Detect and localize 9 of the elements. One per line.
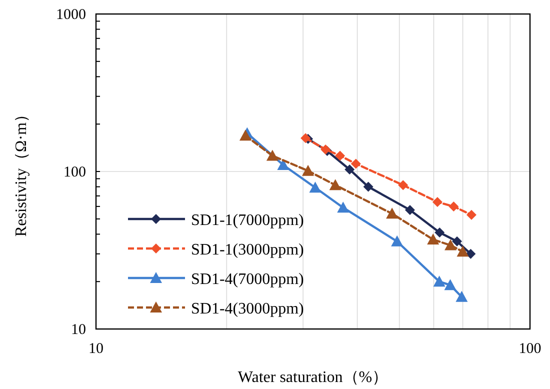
legend-label: SD1-1(3000ppm)	[191, 242, 304, 258]
legend-label: SD1-4(3000ppm)	[191, 300, 304, 318]
y-tick-label: 100	[64, 164, 86, 180]
x-axis-title: Water saturation（%）	[238, 369, 388, 386]
y-tick-label: 1000	[56, 7, 86, 23]
legend-label: SD1-1(7000ppm)	[191, 212, 304, 229]
y-tick-label: 10	[71, 322, 86, 338]
legend-label: SD1-4(7000ppm)	[191, 271, 304, 288]
y-axis-title: Resistivity（Ω·m）	[13, 106, 30, 237]
